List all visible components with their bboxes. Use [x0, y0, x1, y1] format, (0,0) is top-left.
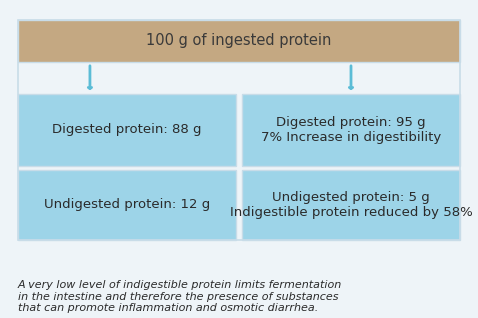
FancyBboxPatch shape [18, 20, 460, 62]
Text: A very low level of indigestible protein limits fermentation
in the intestine an: A very low level of indigestible protein… [18, 280, 342, 313]
Text: Digested protein: 95 g
7% Increase in digestibility: Digested protein: 95 g 7% Increase in di… [261, 116, 441, 144]
Text: Undigested protein: 12 g: Undigested protein: 12 g [44, 198, 210, 211]
Text: Undigested protein: 5 g
Indigestible protein reduced by 58%: Undigested protein: 5 g Indigestible pro… [229, 191, 472, 219]
FancyBboxPatch shape [18, 170, 236, 240]
Text: 100 g of ingested protein: 100 g of ingested protein [146, 33, 332, 49]
Text: Digested protein: 88 g: Digested protein: 88 g [52, 123, 202, 136]
FancyBboxPatch shape [242, 170, 460, 240]
FancyBboxPatch shape [18, 94, 236, 166]
FancyBboxPatch shape [242, 94, 460, 166]
